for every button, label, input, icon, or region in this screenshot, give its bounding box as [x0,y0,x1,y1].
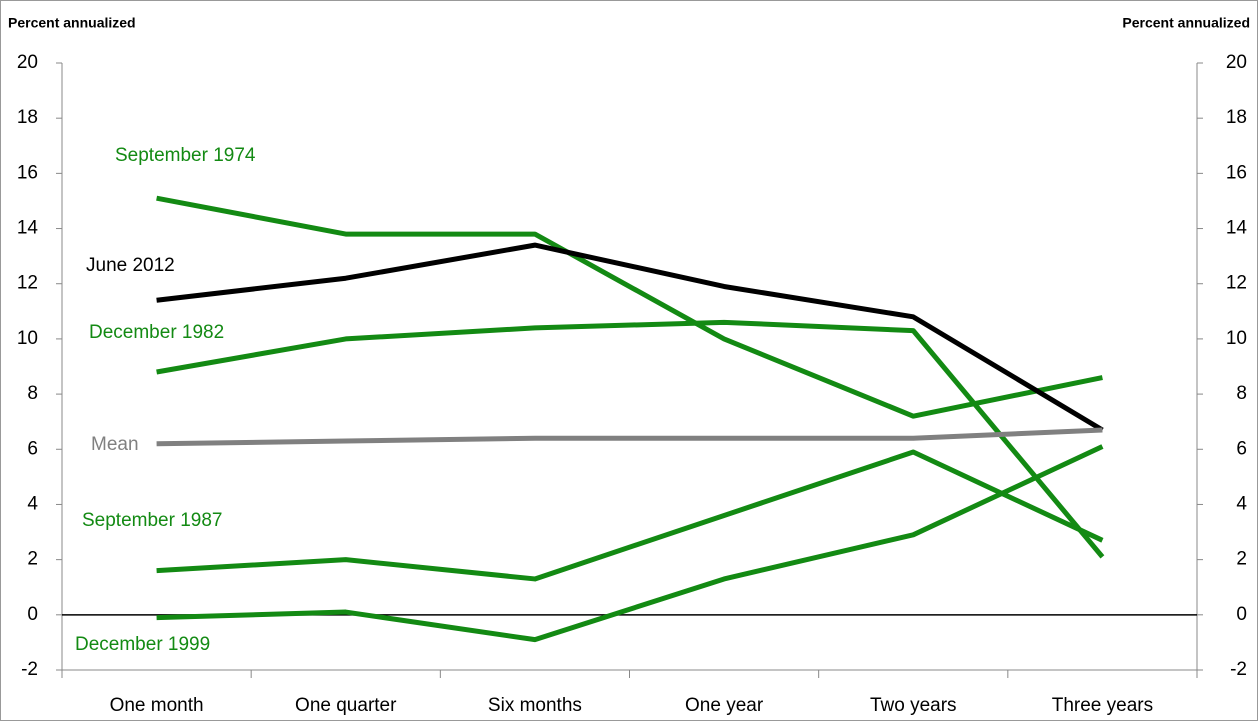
x-tick-label: Six months [488,695,582,716]
y2-tick-label: 0 [1236,604,1247,625]
series-label: December 1982 [89,322,224,343]
y2-tick-label: 10 [1226,328,1247,349]
y-tick-label: 10 [17,328,38,349]
series-line [156,195,1103,419]
y2-tick-label: 4 [1236,493,1247,514]
x-tick-label: One quarter [295,695,397,716]
y2-tick-label: 14 [1226,218,1248,239]
y-axis-label-right: Percent annualized [1122,15,1250,31]
y-tick-label: 6 [27,438,38,459]
y2-tick-label: 6 [1236,438,1247,459]
series-label: June 2012 [86,255,175,276]
y-tick-label: 14 [17,218,39,239]
y2-tick-label: 18 [1226,107,1247,128]
y-tick-label: 20 [17,52,38,73]
y-tick-label: 12 [17,273,38,294]
y-tick-label: -2 [21,659,38,680]
y2-tick-label: 8 [1236,383,1247,404]
series-line [156,319,1105,559]
series-label: September 1987 [82,510,223,531]
y-tick-label: 8 [27,383,38,404]
y2-tick-label: 2 [1236,549,1247,570]
x-tick-label: One month [110,695,204,716]
y2-tick-label: -2 [1230,659,1247,680]
x-tick-label: One year [685,695,764,716]
x-tick-label: Two years [870,695,957,716]
y-axis-label-left: Percent annualized [8,15,136,31]
y-tick-label: 18 [17,107,38,128]
y2-tick-label: 16 [1226,162,1247,183]
series-line [156,449,1104,582]
y-tick-label: 16 [17,162,38,183]
y-tick-label: 4 [27,493,38,514]
series-line [156,427,1103,447]
series-label: Mean [91,434,139,455]
y-tick-label: 0 [27,604,38,625]
series-label: December 1999 [75,634,210,655]
series-label: September 1974 [115,145,256,166]
y2-tick-label: 20 [1226,52,1247,73]
series-line [156,444,1104,643]
x-tick-label: Three years [1052,695,1153,716]
y-tick-label: 2 [27,549,38,570]
y2-tick-label: 12 [1226,273,1247,294]
series-line [156,242,1104,433]
